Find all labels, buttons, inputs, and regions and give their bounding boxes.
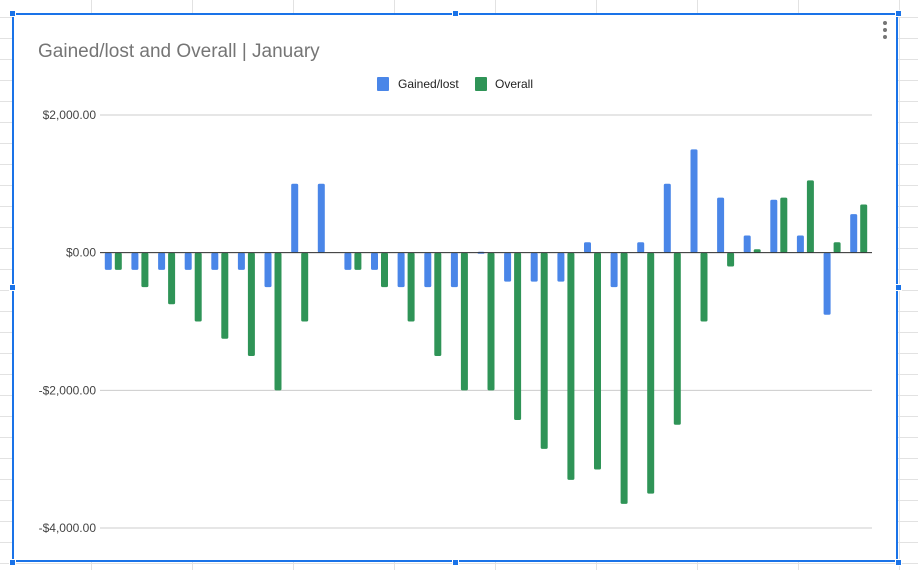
bar-gained-lost-6 — [237, 252, 245, 270]
bar-overall-24 — [727, 252, 735, 267]
bar-gained-lost-19 — [584, 242, 591, 253]
bar-gained-lost-25 — [743, 235, 751, 253]
bar-gained-lost-1 — [104, 252, 112, 270]
y-tick-label: -$2,000.00 — [39, 383, 97, 397]
bar-overall-4 — [194, 252, 202, 322]
bar-overall-13 — [434, 252, 442, 356]
bar-overall-5 — [221, 252, 229, 339]
bar-gained-lost-16 — [504, 252, 512, 282]
bar-overall-12 — [407, 252, 415, 322]
bar-gained-lost-13 — [424, 252, 432, 288]
bar-gained-lost-9 — [317, 183, 325, 253]
chart-title: Gained/lost and Overall | January — [38, 41, 320, 62]
resize-handle-top-right[interactable] — [895, 10, 902, 17]
bar-overall-10 — [354, 252, 362, 270]
bar-overall-28 — [833, 242, 841, 253]
y-tick-label: $0.00 — [66, 246, 96, 260]
gridlines — [100, 114, 872, 529]
bar-gained-lost-24 — [717, 197, 725, 253]
bar-overall-18 — [567, 252, 575, 480]
bar-overall-16 — [514, 252, 522, 420]
y-tick-label: $2,000.00 — [43, 108, 97, 122]
bar-gained-lost-17 — [530, 252, 538, 282]
bar-gained-lost-5 — [211, 252, 219, 270]
resize-handle-right[interactable] — [895, 284, 902, 291]
resize-handle-top-left[interactable] — [9, 10, 16, 17]
bar-overall-25 — [753, 249, 761, 253]
bar-overall-22 — [673, 252, 681, 425]
legend-swatch-overall — [475, 77, 487, 91]
bar-gained-lost-28 — [823, 252, 831, 315]
bar-gained-lost-12 — [397, 252, 405, 288]
resize-handle-bottom-left[interactable] — [9, 559, 16, 566]
y-tick-label: -$4,000.00 — [39, 521, 97, 535]
legend: Gained/lost Overall — [377, 77, 533, 91]
bar-overall-23 — [700, 252, 708, 322]
bar-overall-11 — [381, 252, 388, 288]
bar-gained-lost-23 — [690, 149, 698, 253]
bar-gained-lost-20 — [610, 252, 618, 288]
bar-overall-2 — [141, 252, 149, 288]
resize-handle-bottom-right[interactable] — [895, 559, 902, 566]
bars — [104, 149, 868, 504]
bar-overall-6 — [247, 252, 255, 356]
bar-overall-1 — [114, 252, 122, 270]
bar-overall-14 — [460, 252, 468, 391]
bar-overall-17 — [540, 252, 548, 449]
bar-overall-20 — [620, 252, 628, 504]
bar-gained-lost-29 — [850, 214, 858, 253]
bar-gained-lost-14 — [450, 252, 458, 288]
bar-gained-lost-3 — [158, 252, 166, 270]
bar-overall-26 — [780, 197, 788, 253]
bar-gained-lost-18 — [557, 252, 565, 282]
bar-gained-lost-7 — [264, 252, 272, 288]
bar-overall-21 — [647, 252, 655, 494]
bar-gained-lost-22 — [663, 183, 671, 253]
bar-gained-lost-8 — [291, 183, 299, 253]
legend-label-overall: Overall — [495, 77, 533, 91]
resize-handle-bottom[interactable] — [452, 559, 459, 566]
bar-gained-lost-21 — [637, 242, 645, 253]
bar-overall-3 — [168, 252, 176, 305]
chart-menu-icon[interactable] — [880, 20, 890, 40]
resize-handle-left[interactable] — [9, 284, 16, 291]
bar-gained-lost-2 — [131, 252, 139, 270]
bar-overall-8 — [301, 252, 309, 322]
chart-container[interactable] — [12, 13, 898, 562]
y-axis-labels: $2,000.00 $0.00 -$2,000.00 -$4,000.00 — [39, 108, 97, 535]
bar-gained-lost-26 — [770, 199, 778, 253]
bar-overall-19 — [594, 252, 601, 470]
bar-gained-lost-4 — [184, 252, 192, 270]
resize-handle-top[interactable] — [452, 10, 459, 17]
legend-swatch-gained-lost — [377, 77, 389, 91]
bar-overall-7 — [274, 252, 282, 391]
bar-overall-15 — [487, 252, 495, 391]
bar-gained-lost-11 — [371, 252, 378, 270]
bar-gained-lost-10 — [344, 252, 352, 270]
legend-label-gained-lost: Gained/lost — [398, 77, 459, 91]
bar-gained-lost-27 — [796, 235, 804, 253]
bar-overall-29 — [860, 204, 868, 253]
bar-overall-27 — [806, 180, 814, 253]
